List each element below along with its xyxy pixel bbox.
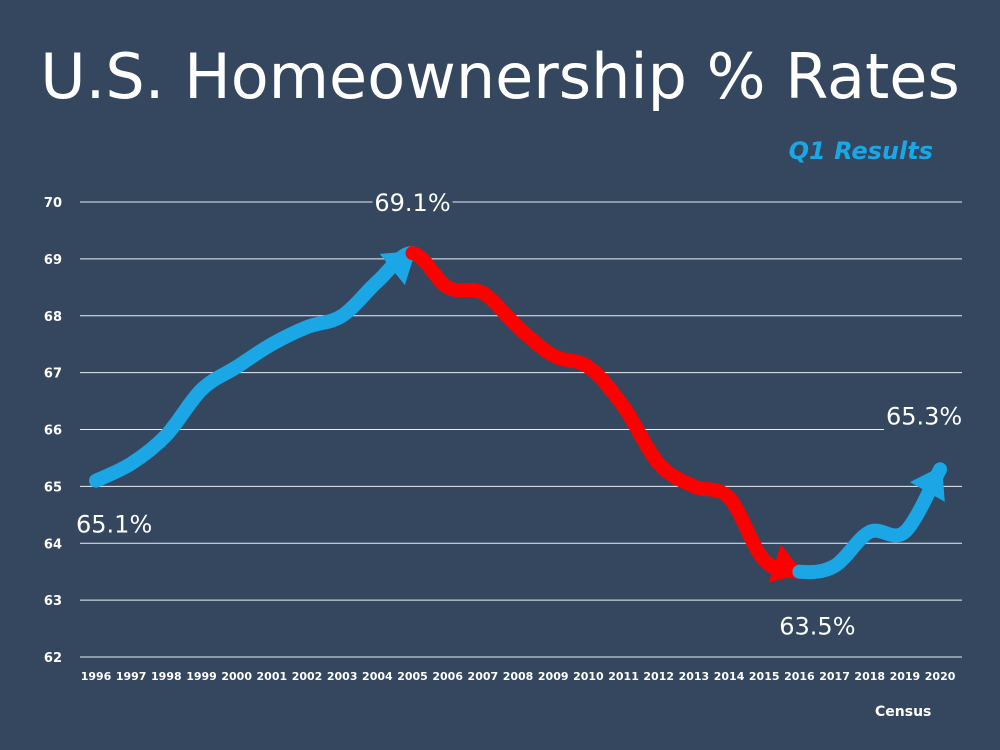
x-tick-label: 2020 bbox=[925, 670, 956, 683]
chart-title: U.S. Homeownership % Rates bbox=[40, 40, 960, 113]
annotation-bg bbox=[777, 610, 858, 643]
x-tick-label: 2001 bbox=[257, 670, 288, 683]
x-tick-label: 2019 bbox=[890, 670, 921, 683]
data-label: 63.5% bbox=[779, 613, 855, 641]
x-tick-label: 2014 bbox=[714, 670, 745, 683]
y-tick-label: 65 bbox=[44, 480, 62, 495]
x-tick-label: 2013 bbox=[679, 670, 710, 683]
x-tick-label: 1999 bbox=[186, 670, 217, 683]
x-tick-label: 2017 bbox=[819, 670, 850, 683]
x-tick-label: 2008 bbox=[503, 670, 534, 683]
data-label: 65.1% bbox=[76, 511, 152, 539]
series-segment-up bbox=[89, 246, 420, 488]
x-tick-label: 1998 bbox=[151, 670, 182, 683]
y-tick-label: 70 bbox=[44, 196, 62, 211]
x-tick-label: 1996 bbox=[81, 670, 112, 683]
x-tick-label: 1997 bbox=[116, 670, 147, 683]
y-tick-label: 68 bbox=[44, 310, 62, 325]
annotation-bg bbox=[70, 508, 150, 541]
x-tick-label: 2007 bbox=[468, 670, 499, 683]
y-tick-label: 66 bbox=[44, 424, 62, 439]
x-tick-label: 2000 bbox=[221, 670, 252, 683]
arrowhead-icon bbox=[909, 465, 945, 502]
x-tick-label: 2016 bbox=[784, 670, 815, 683]
annotation-bg bbox=[884, 400, 965, 433]
x-tick-label: 2005 bbox=[397, 670, 428, 683]
x-tick-label: 2002 bbox=[292, 670, 323, 683]
y-tick-label: 63 bbox=[44, 594, 62, 609]
x-tick-label: 2015 bbox=[749, 670, 780, 683]
x-tick-label: 2018 bbox=[854, 670, 885, 683]
x-tick-label: 2009 bbox=[538, 670, 569, 683]
x-tick-label: 2006 bbox=[432, 670, 463, 683]
data-label: 69.1% bbox=[374, 189, 450, 217]
series-segment-down bbox=[405, 246, 807, 579]
x-tick-label: 2004 bbox=[362, 670, 393, 683]
x-tick-label: 2003 bbox=[327, 670, 358, 683]
annotation-bg bbox=[372, 187, 453, 220]
y-tick-label: 64 bbox=[44, 537, 62, 552]
chart-subtitle: Q1 Results bbox=[788, 137, 933, 165]
y-tick-label: 67 bbox=[44, 367, 62, 382]
arrowhead-icon bbox=[379, 250, 416, 286]
x-tick-label: 2011 bbox=[608, 670, 639, 683]
source-label: Census bbox=[875, 704, 932, 720]
x-tick-label: 2012 bbox=[643, 670, 674, 683]
y-tick-label: 69 bbox=[44, 253, 62, 268]
data-label: 65.3% bbox=[886, 402, 962, 430]
x-tick-label: 2010 bbox=[573, 670, 604, 683]
y-tick-label: 62 bbox=[44, 651, 62, 666]
